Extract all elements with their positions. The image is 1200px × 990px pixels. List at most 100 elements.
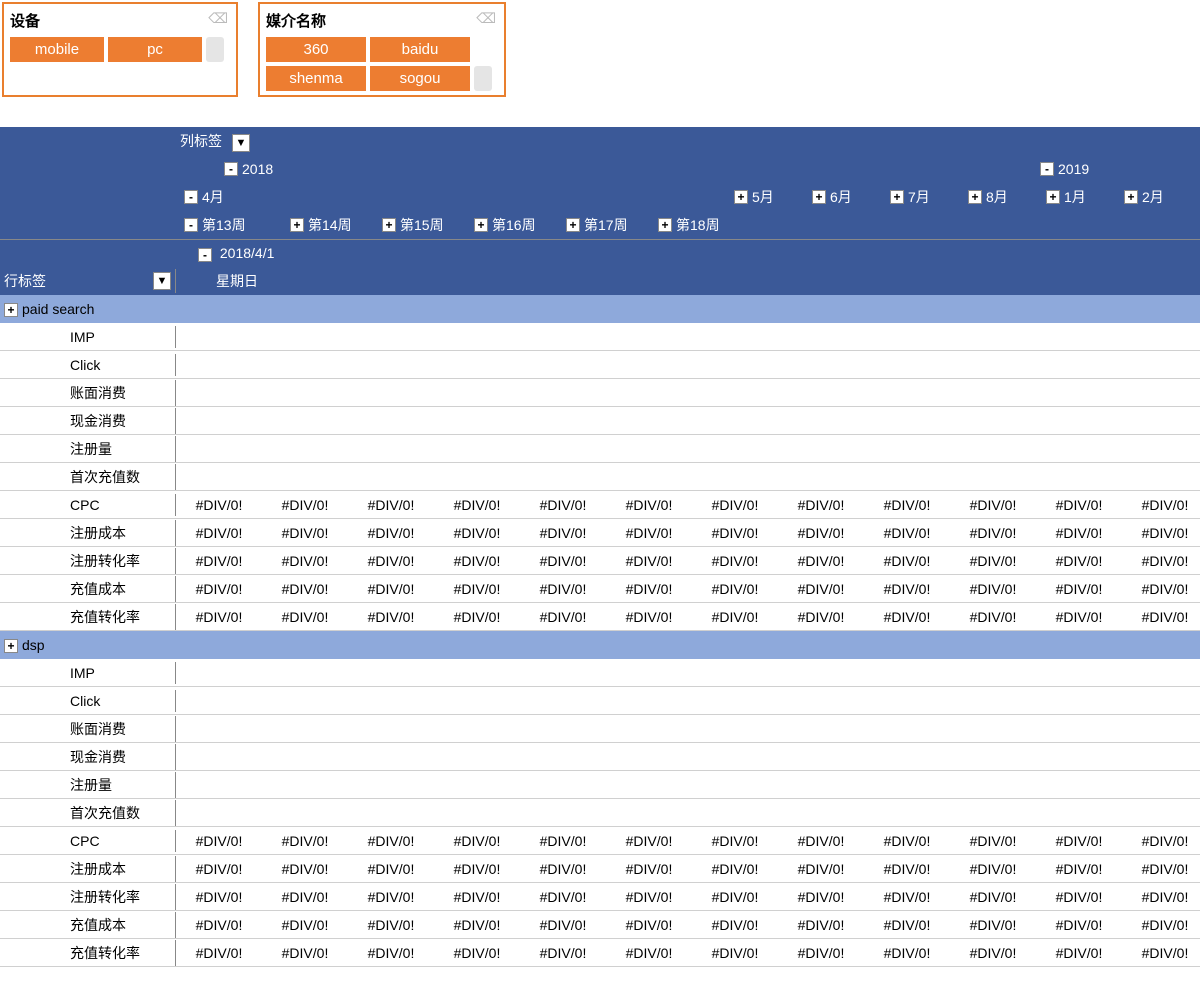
group-row[interactable]: +paid search [0,295,1200,323]
filter-icon[interactable]: ▼ [232,134,250,152]
expand-icon[interactable]: + [1124,190,1138,204]
month-2[interactable]: +2月 [1120,185,1198,209]
date-header[interactable]: - 2018/4/1 [176,243,280,263]
cell-value: #DIV/0! [176,578,262,600]
expand-icon[interactable]: + [290,218,304,232]
expand-icon[interactable]: + [4,303,18,317]
cell-value [348,782,434,788]
collapse-icon[interactable]: - [184,190,198,204]
expand-icon[interactable]: + [968,190,982,204]
group-row[interactable]: +dsp [0,631,1200,659]
cell-value [778,810,864,816]
cell-value [864,782,950,788]
week-13[interactable]: -第13周 [176,213,286,237]
cell-value [262,670,348,676]
slicer-item-mobile[interactable]: mobile [10,37,104,62]
cell-value: #DIV/0! [1122,578,1200,600]
cell-value: #DIV/0! [606,830,692,852]
slicer-item-sogou[interactable]: sogou [370,66,470,91]
year-2019[interactable]: - 2019 [1036,159,1093,179]
cell-value: #DIV/0! [262,522,348,544]
expand-icon[interactable]: + [474,218,488,232]
week-17[interactable]: +第17周 [562,213,654,237]
cell-value: #DIV/0! [520,578,606,600]
month-6[interactable]: +6月 [808,185,886,209]
week-18[interactable]: +第18周 [654,213,746,237]
cell-value: #DIV/0! [1122,550,1200,572]
cell-value [434,810,520,816]
metric-label: 账面消费 [0,716,176,742]
cell-value: #DIV/0! [262,578,348,600]
expand-icon[interactable]: + [382,218,396,232]
cell-value: #DIV/0! [520,942,606,964]
expand-icon[interactable]: + [658,218,672,232]
expand-icon[interactable]: + [812,190,826,204]
month-1[interactable]: +1月 [1042,185,1120,209]
cell-value [262,418,348,424]
filter-icon[interactable]: ▼ [153,272,171,290]
cell-value: #DIV/0! [606,494,692,516]
slicer-device[interactable]: 设备 ⌫ mobile pc [2,2,238,97]
cell-value [692,474,778,480]
metric-row: Click [0,351,1200,379]
cell-value [520,782,606,788]
cell-value: #DIV/0! [692,522,778,544]
month-8[interactable]: +8月 [964,185,1042,209]
month-5[interactable]: +5月 [730,185,808,209]
cell-value: #DIV/0! [1122,886,1200,908]
cell-value [864,334,950,340]
cell-value: #DIV/0! [348,830,434,852]
expand-icon[interactable]: + [890,190,904,204]
expand-icon[interactable]: + [734,190,748,204]
cell-value [1036,362,1122,368]
cell-value [778,754,864,760]
cell-value: #DIV/0! [606,914,692,936]
pivot-column-header: 列标签 ▼ - 2018 - 2019 - [0,127,1200,295]
month-7[interactable]: +7月 [886,185,964,209]
collapse-icon[interactable]: - [184,218,198,232]
expand-icon[interactable]: + [4,639,18,653]
cell-value [606,670,692,676]
cell-value: #DIV/0! [176,522,262,544]
slicer-media[interactable]: 媒介名称 ⌫ 360 baidu shenma sogou [258,2,506,97]
cell-value [1122,698,1200,704]
cell-value [176,446,262,452]
collapse-icon[interactable]: - [198,248,212,262]
slicer-item-pc[interactable]: pc [108,37,202,62]
cell-value [434,390,520,396]
cell-value: #DIV/0! [348,550,434,572]
week-14[interactable]: +第14周 [286,213,378,237]
week-15[interactable]: +第15周 [378,213,470,237]
metric-label: 充值成本 [0,912,176,938]
cell-value [692,334,778,340]
cell-value [606,698,692,704]
cell-value: #DIV/0! [262,942,348,964]
cell-value [348,726,434,732]
cell-value: #DIV/0! [520,522,606,544]
expand-icon[interactable]: + [1046,190,1060,204]
cell-value [348,670,434,676]
slicer-item-baidu[interactable]: baidu [370,37,470,62]
clear-filter-icon[interactable]: ⌫ [208,10,228,27]
clear-filter-icon[interactable]: ⌫ [476,10,496,27]
slicer-item-360[interactable]: 360 [266,37,366,62]
month-4[interactable]: - 4月 [176,185,730,209]
cell-value: #DIV/0! [864,606,950,628]
cell-value [1036,474,1122,480]
week-16[interactable]: +第16周 [470,213,562,237]
cell-value [1122,446,1200,452]
cell-value: #DIV/0! [434,914,520,936]
cell-value: #DIV/0! [176,858,262,880]
cell-value [1036,418,1122,424]
collapse-icon[interactable]: - [1040,162,1054,176]
year-2018[interactable]: - 2018 [176,159,1036,179]
metric-row: 首次充值数 [0,463,1200,491]
metric-label: IMP [0,326,176,348]
expand-icon[interactable]: + [566,218,580,232]
cell-value [692,362,778,368]
slicer-item-shenma[interactable]: shenma [266,66,366,91]
cell-value [778,390,864,396]
collapse-icon[interactable]: - [224,162,238,176]
cell-value [520,754,606,760]
metric-row: 现金消费 [0,407,1200,435]
